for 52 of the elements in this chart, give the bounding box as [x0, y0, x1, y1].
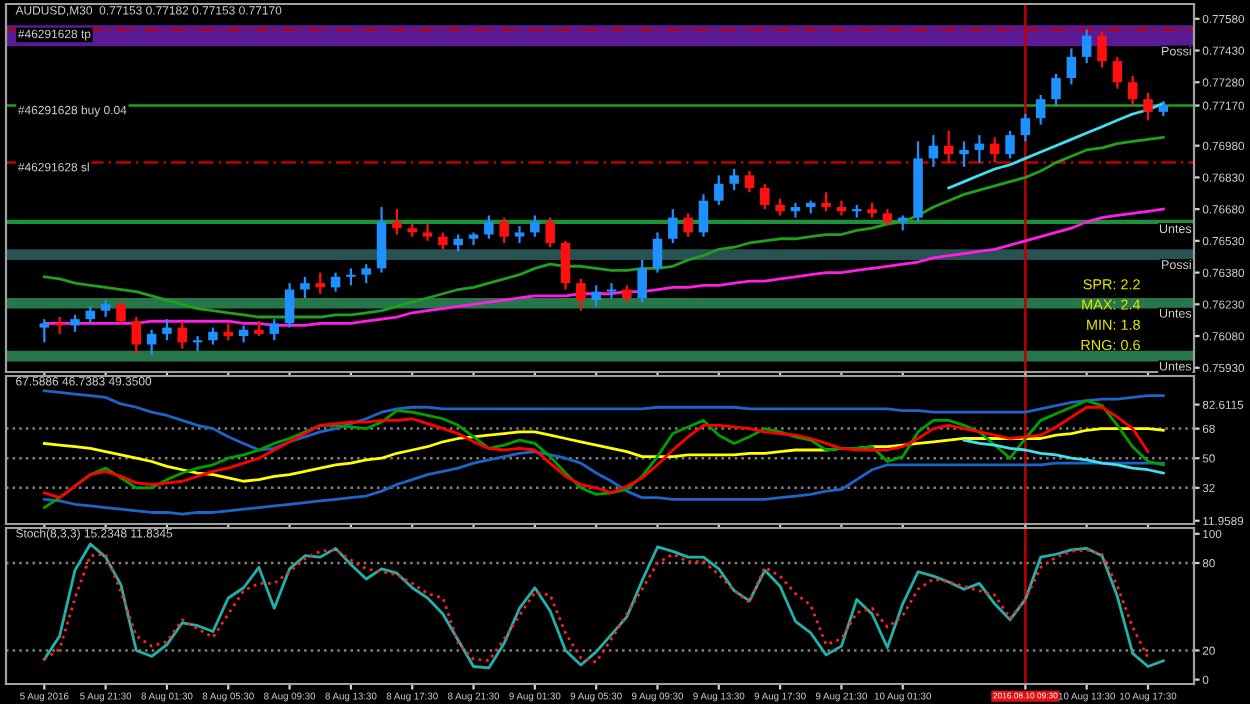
candlestick — [974, 134, 985, 164]
candlestick — [729, 167, 739, 192]
candlestick — [146, 328, 157, 357]
candlestick — [637, 258, 647, 304]
candlestick — [376, 205, 387, 274]
candlestick — [698, 193, 709, 238]
candlestick — [300, 275, 310, 300]
candlestick — [652, 231, 663, 274]
candlestick — [714, 174, 724, 207]
candlestick — [591, 284, 601, 308]
candlestick — [39, 318, 50, 344]
candlestick — [943, 129, 954, 164]
candlestick — [606, 282, 617, 300]
line-series — [42, 427, 1165, 483]
candlestick — [422, 222, 433, 242]
candlestick — [162, 318, 172, 342]
candlestick — [576, 277, 586, 312]
candlestick — [131, 315, 142, 355]
line-series — [962, 438, 1165, 475]
candlestick — [959, 140, 969, 168]
candlestick — [1051, 72, 1061, 107]
candlestick — [1127, 74, 1138, 107]
candlestick — [514, 224, 525, 245]
candlestick — [1112, 55, 1123, 90]
candlestick — [392, 208, 402, 236]
candlestick — [361, 263, 371, 285]
candlestick — [468, 231, 479, 247]
candlestick — [1081, 28, 1092, 65]
candlestick — [269, 318, 280, 342]
candlestick — [668, 208, 678, 245]
candlestick — [499, 216, 509, 245]
candlestick — [1035, 93, 1046, 126]
candlestick — [1066, 47, 1077, 86]
candlestick — [1143, 91, 1153, 122]
candlestick — [560, 239, 571, 291]
candlestick — [545, 216, 555, 249]
candlestick — [760, 182, 770, 211]
candlestick — [790, 201, 801, 219]
candlestick — [836, 199, 847, 217]
candlestick — [484, 214, 494, 240]
candlestick — [1005, 129, 1015, 160]
line-series — [42, 450, 1165, 516]
candlestick — [1097, 30, 1107, 69]
candlestick — [744, 169, 755, 194]
candlestick — [683, 212, 693, 238]
candlestick — [1020, 112, 1031, 143]
line-series — [42, 389, 1165, 452]
candlestick — [530, 214, 540, 238]
candlestick — [284, 282, 295, 329]
candlestick — [116, 301, 126, 325]
candlestick — [821, 191, 831, 213]
candlestick — [315, 271, 325, 295]
